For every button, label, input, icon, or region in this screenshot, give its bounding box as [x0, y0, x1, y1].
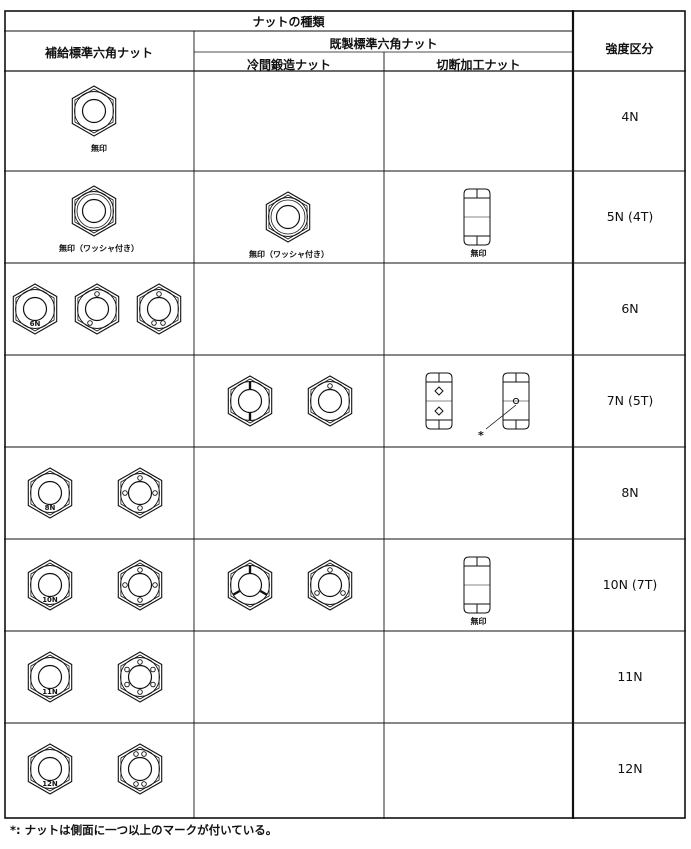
header-existing-standard: 既製標準六角ナット	[329, 37, 438, 51]
footnote: *: ナットは側面に一つ以上のマークが付いている。	[10, 823, 278, 837]
svg-text:8N: 8N	[45, 504, 56, 512]
strength-grade: 7N (5T)	[606, 393, 654, 408]
strength-grade: 6N	[621, 301, 639, 316]
strength-grade: 11N	[617, 669, 643, 684]
table-grid	[4, 10, 686, 819]
svg-text:12N: 12N	[42, 780, 58, 788]
strength-grade: 8N	[621, 485, 639, 500]
header-supply-standard: 補給標準六角ナット	[44, 46, 153, 60]
header-cold-forged: 冷間鍛造ナット	[246, 58, 331, 72]
svg-text:10N: 10N	[42, 596, 58, 604]
strength-grade: 5N (4T)	[606, 209, 654, 224]
nut-mark-label: 無印（ワッシャ付き）	[249, 250, 329, 259]
nut-strength-table: ナットの種類 補給標準六角ナット 既製標準六角ナット 冷間鍛造ナット 切断加工ナ…	[4, 10, 686, 819]
strength-grade: 12N	[617, 761, 643, 776]
nut-mark-label: 無印（ワッシャ付き）	[59, 244, 139, 253]
svg-text:11N: 11N	[42, 688, 58, 696]
side-mark-note: *	[478, 429, 484, 442]
nut-mark-label: 無印	[470, 249, 487, 258]
svg-text:6N: 6N	[30, 320, 41, 328]
nut-mark-label: 無印	[470, 617, 487, 626]
strength-grade: 10N (7T)	[602, 577, 658, 592]
header-strength-class: 強度区分	[605, 42, 654, 56]
header-cut-machined: 切断加工ナット	[436, 58, 521, 72]
strength-grade: 4N	[621, 109, 639, 124]
header-nut-types: ナットの種類	[252, 15, 325, 29]
nut-mark-label: 無印	[91, 144, 107, 153]
